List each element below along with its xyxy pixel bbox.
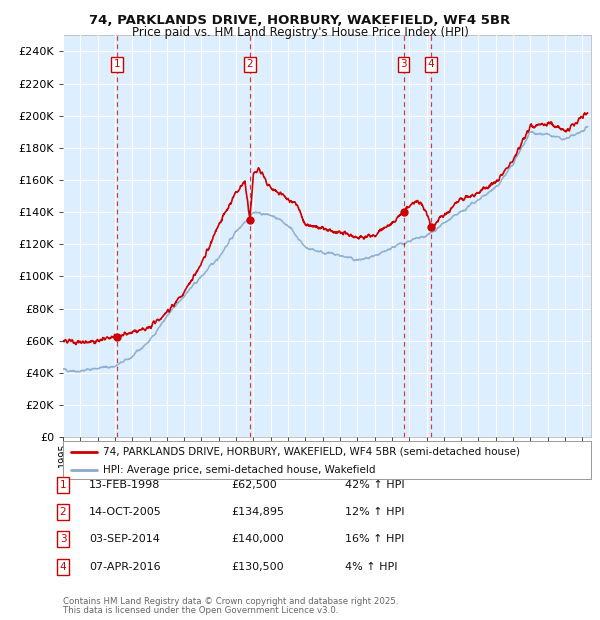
Text: Contains HM Land Registry data © Crown copyright and database right 2025.: Contains HM Land Registry data © Crown c… (63, 597, 398, 606)
Text: This data is licensed under the Open Government Licence v3.0.: This data is licensed under the Open Gov… (63, 606, 338, 615)
Text: 12% ↑ HPI: 12% ↑ HPI (345, 507, 404, 517)
Text: £62,500: £62,500 (231, 480, 277, 490)
Text: HPI: Average price, semi-detached house, Wakefield: HPI: Average price, semi-detached house,… (103, 466, 375, 476)
Text: 1: 1 (59, 480, 67, 490)
Text: 4: 4 (428, 60, 434, 69)
Text: 16% ↑ HPI: 16% ↑ HPI (345, 534, 404, 544)
Text: £130,500: £130,500 (231, 562, 284, 572)
Text: 13-FEB-1998: 13-FEB-1998 (89, 480, 160, 490)
Text: 74, PARKLANDS DRIVE, HORBURY, WAKEFIELD, WF4 5BR (semi-detached house): 74, PARKLANDS DRIVE, HORBURY, WAKEFIELD,… (103, 447, 520, 457)
Text: 03-SEP-2014: 03-SEP-2014 (89, 534, 160, 544)
Text: 4% ↑ HPI: 4% ↑ HPI (345, 562, 398, 572)
Text: 2: 2 (247, 60, 253, 69)
Text: 42% ↑ HPI: 42% ↑ HPI (345, 480, 404, 490)
Text: 2: 2 (59, 507, 67, 517)
Text: Price paid vs. HM Land Registry's House Price Index (HPI): Price paid vs. HM Land Registry's House … (131, 26, 469, 39)
Text: 4: 4 (59, 562, 67, 572)
Text: 07-APR-2016: 07-APR-2016 (89, 562, 160, 572)
Text: 1: 1 (113, 60, 121, 69)
Text: 74, PARKLANDS DRIVE, HORBURY, WAKEFIELD, WF4 5BR: 74, PARKLANDS DRIVE, HORBURY, WAKEFIELD,… (89, 14, 511, 27)
Text: 3: 3 (59, 534, 67, 544)
Text: 14-OCT-2005: 14-OCT-2005 (89, 507, 161, 517)
Text: £134,895: £134,895 (231, 507, 284, 517)
Text: £140,000: £140,000 (231, 534, 284, 544)
Text: 3: 3 (400, 60, 407, 69)
